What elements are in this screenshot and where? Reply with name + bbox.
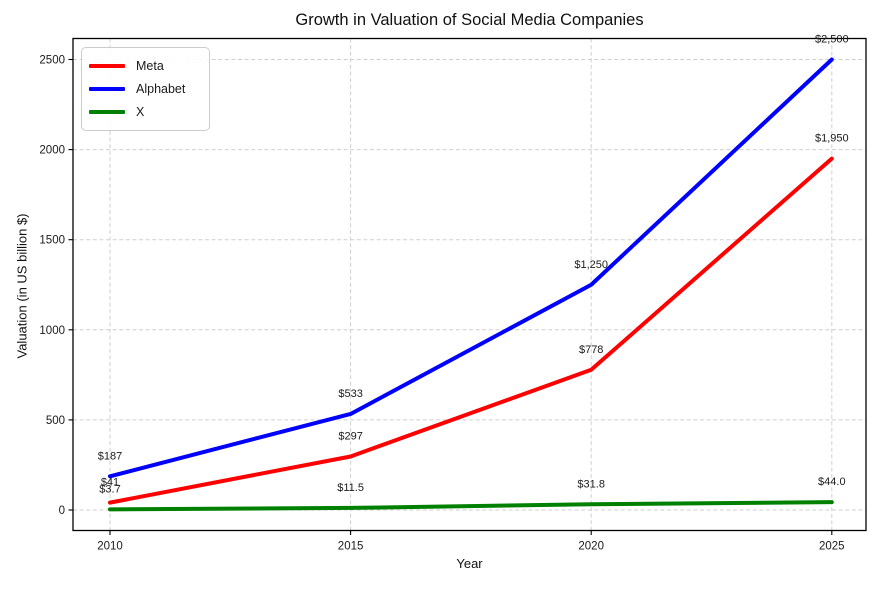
point-label-x: $44.0 <box>818 476 846 488</box>
legend-item-alphabet: Alphabet <box>89 80 203 98</box>
legend-label: Alphabet <box>136 82 186 96</box>
point-label-x: $31.8 <box>577 478 605 490</box>
legend-line-swatch-meta <box>89 64 125 68</box>
point-label-alphabet: $2,500 <box>815 34 849 46</box>
y-tick-label: 2000 <box>39 145 65 157</box>
axes-frame <box>72 37 867 532</box>
point-label-alphabet: $187 <box>98 450 122 462</box>
point-label-meta: $297 <box>338 430 362 442</box>
y-tick-label: 2500 <box>39 55 65 67</box>
legend-item-meta: Meta <box>89 57 203 75</box>
y-tick-label: 1000 <box>39 325 65 337</box>
y-tick-label: 500 <box>46 415 65 427</box>
y-tick-label: 0 <box>59 505 65 517</box>
x-tick-label: 2010 <box>97 541 123 553</box>
legend-line-swatch-x <box>89 110 125 114</box>
legend-line-swatch-alphabet <box>89 87 125 91</box>
point-label-meta: $778 <box>579 344 603 356</box>
point-label-alphabet: $533 <box>338 388 362 400</box>
x-tick-label: 2025 <box>819 541 845 553</box>
series-line-x <box>108 500 834 512</box>
chart-title: Growth in Valuation of Social Media Comp… <box>295 11 644 29</box>
series-line-meta <box>108 156 834 505</box>
legend-label: X <box>136 105 145 119</box>
x-axis-label: Year <box>456 556 483 571</box>
series-line-alphabet <box>108 57 834 479</box>
x-tick-label: 2020 <box>578 541 604 553</box>
legend-label: Meta <box>136 59 164 73</box>
legend: Meta Alphabet X <box>81 47 210 131</box>
legend-item-x: X <box>89 103 203 121</box>
y-tick-label: 1500 <box>39 235 65 247</box>
point-label-x: $3.7 <box>99 483 120 495</box>
point-label-x: $11.5 <box>337 482 364 494</box>
point-label-alphabet: $1,250 <box>574 259 608 271</box>
point-label-meta: $1,950 <box>815 133 849 145</box>
point-label-meta: $41 <box>101 477 119 489</box>
x-tick-label: 2015 <box>338 541 364 553</box>
y-axis-label: Valuation (in US billion $) <box>14 213 30 359</box>
